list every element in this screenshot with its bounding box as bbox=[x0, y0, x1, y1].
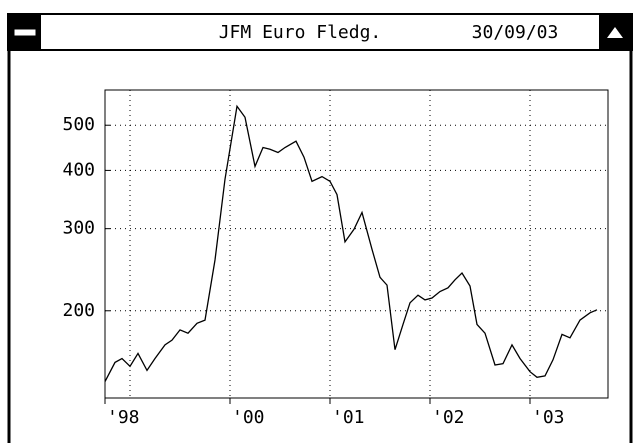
window-title: JFM Euro Fledg. bbox=[219, 22, 382, 43]
minimize-icon bbox=[14, 29, 36, 36]
title-bar bbox=[7, 13, 633, 51]
price-line bbox=[104, 104, 598, 382]
x-tick-label: '00 bbox=[232, 407, 265, 428]
plot-frame bbox=[104, 89, 609, 399]
y-tick-label: 300 bbox=[62, 218, 95, 239]
y-tick-label: 500 bbox=[62, 114, 95, 135]
x-tick-label: '01 bbox=[332, 407, 365, 428]
y-tick-label: 400 bbox=[62, 159, 95, 180]
x-tick-label: '02 bbox=[432, 407, 465, 428]
x-tick-label: '03 bbox=[532, 407, 565, 428]
up-arrow-icon bbox=[607, 27, 623, 38]
window-date: 30/09/03 bbox=[472, 22, 559, 43]
y-tick-label: 200 bbox=[62, 300, 95, 321]
x-tick-label: '98 bbox=[107, 407, 140, 428]
